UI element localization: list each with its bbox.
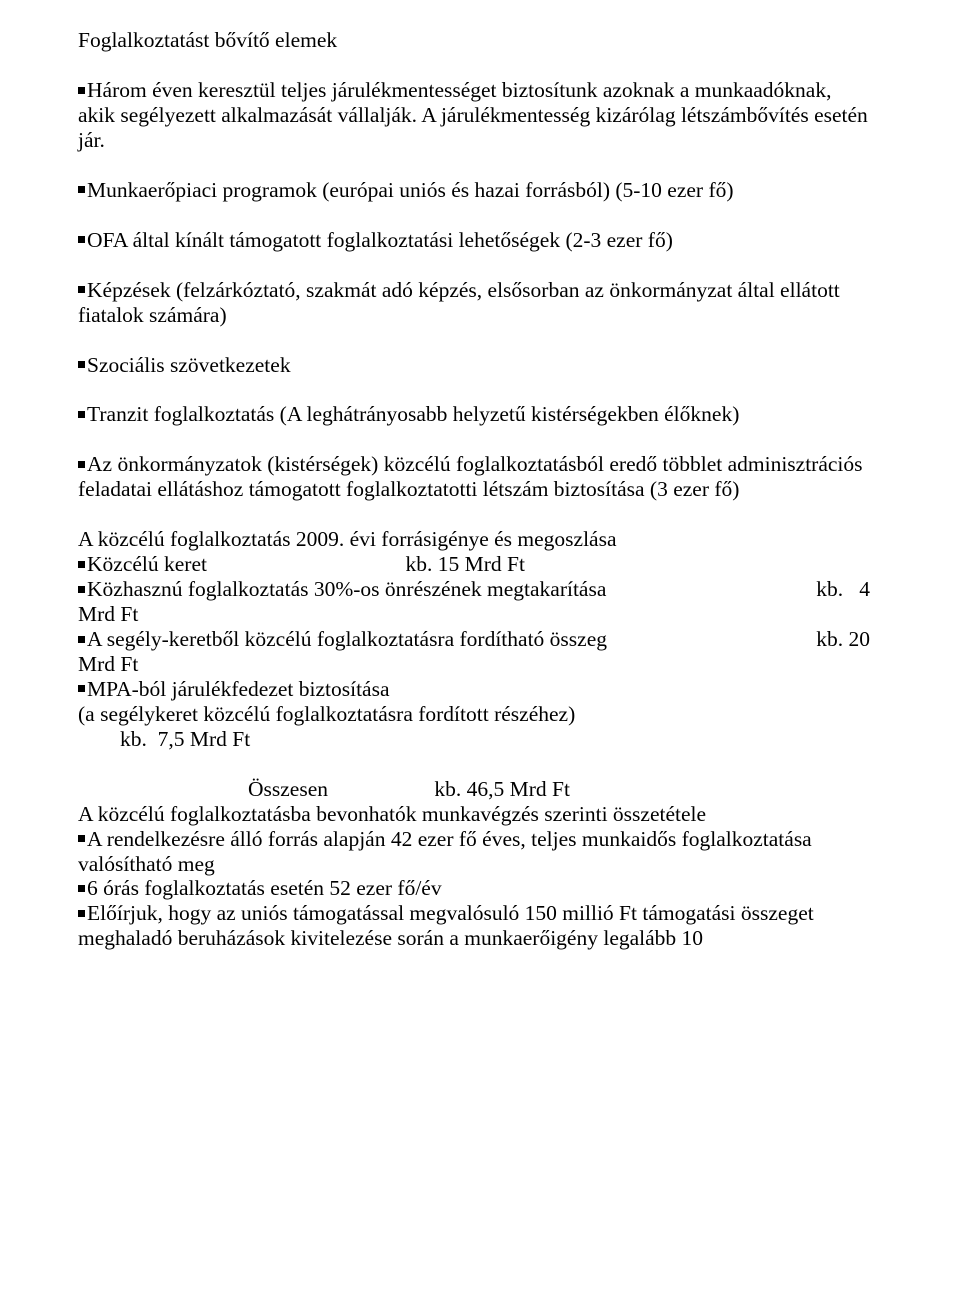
bullet-text: Előírjuk, hogy az uniós támogatással meg…	[78, 901, 814, 950]
bullet-item: Az önkormányzatok (kistérségek) közcélú …	[78, 452, 870, 502]
square-bullet-icon	[78, 586, 85, 593]
budget-line: MPA-ból járulékfedezet biztosítása	[78, 677, 870, 702]
subsection-title: A közcélú foglalkoztatás 2009. évi forrá…	[78, 527, 870, 552]
bullet-text: 6 órás foglalkoztatás esetén 52 ezer fő/…	[87, 876, 442, 900]
bullet-text: Három éven keresztül teljes járulékmente…	[78, 78, 868, 152]
bullet-item: 6 órás foglalkoztatás esetén 52 ezer fő/…	[78, 876, 870, 901]
bullet-item: A rendelkezésre álló forrás alapján 42 e…	[78, 827, 870, 877]
total-value: kb. 46,5 Mrd Ft	[434, 777, 570, 802]
bullet-item: Képzések (felzárkóztató, szakmát adó kép…	[78, 278, 870, 328]
budget-line: Közcélú keret kb. 15 Mrd Ft	[78, 552, 870, 577]
budget-value: kb. 20	[816, 627, 870, 652]
value-text: kb. 7,5 Mrd Ft	[120, 727, 250, 751]
budget-value: kb. 15 Mrd Ft	[406, 552, 525, 577]
budget-wrap-text: Mrd Ft	[78, 602, 138, 626]
bullet-text: Munkaerőpiaci programok (európai uniós é…	[87, 178, 734, 202]
budget-line: A segély-keretből közcélú foglalkoztatás…	[78, 627, 870, 652]
title-text: A közcélú foglalkoztatásba bevonhatók mu…	[78, 802, 706, 826]
square-bullet-icon	[78, 636, 85, 643]
square-bullet-icon	[78, 286, 85, 293]
budget-line-value: kb. 7,5 Mrd Ft	[78, 727, 870, 752]
square-bullet-icon	[78, 561, 85, 568]
budget-label: A segély-keretből közcélú foglalkoztatás…	[87, 627, 607, 651]
square-bullet-icon	[78, 236, 85, 243]
square-bullet-icon	[78, 186, 85, 193]
square-bullet-icon	[78, 835, 85, 842]
bullet-text: Tranzit foglalkoztatás (A leghátrányosab…	[87, 402, 739, 426]
subsection-title: A közcélú foglalkoztatásba bevonhatók mu…	[78, 802, 870, 827]
bullet-text: Képzések (felzárkóztató, szakmát adó kép…	[78, 278, 840, 327]
square-bullet-icon	[78, 411, 85, 418]
heading-text: Foglalkoztatást bővítő elemek	[78, 28, 337, 52]
bullet-item: Három éven keresztül teljes járulékmente…	[78, 78, 870, 153]
bullet-text: A rendelkezésre álló forrás alapján 42 e…	[78, 827, 812, 876]
section-heading: Foglalkoztatást bővítő elemek	[78, 28, 870, 53]
budget-line-note: (a segélykeret közcélú foglalkoztatásra …	[78, 702, 870, 727]
total-label: Összesen	[248, 777, 434, 802]
budget-label: MPA-ból járulékfedezet biztosítása	[87, 677, 390, 701]
bullet-text: OFA által kínált támogatott foglalkoztat…	[87, 228, 673, 252]
budget-total: Összesen kb. 46,5 Mrd Ft	[78, 777, 870, 802]
budget-wrap-text: Mrd Ft	[78, 652, 138, 676]
bullet-text: Szociális szövetkezetek	[87, 353, 291, 377]
budget-label: Közcélú keret	[87, 552, 207, 576]
bullet-item: OFA által kínált támogatott foglalkoztat…	[78, 228, 870, 253]
bullet-item: Tranzit foglalkoztatás (A leghátrányosab…	[78, 402, 870, 427]
note-text: (a segélykeret közcélú foglalkoztatásra …	[78, 702, 575, 726]
budget-line-wrap: Mrd Ft	[78, 602, 870, 627]
square-bullet-icon	[78, 685, 85, 692]
bullet-text: Az önkormányzatok (kistérségek) közcélú …	[78, 452, 863, 501]
bullet-item: Előírjuk, hogy az uniós támogatással meg…	[78, 901, 870, 951]
square-bullet-icon	[78, 461, 85, 468]
square-bullet-icon	[78, 361, 85, 368]
budget-label: Közhasznú foglalkoztatás 30%-os önrészén…	[87, 577, 606, 601]
budget-value: kb. 4	[816, 577, 870, 602]
square-bullet-icon	[78, 87, 85, 94]
bullet-item: Munkaerőpiaci programok (európai uniós é…	[78, 178, 870, 203]
budget-line: Közhasznú foglalkoztatás 30%-os önrészén…	[78, 577, 870, 602]
square-bullet-icon	[78, 910, 85, 917]
square-bullet-icon	[78, 885, 85, 892]
bullet-item: Szociális szövetkezetek	[78, 353, 870, 378]
title-text: A közcélú foglalkoztatás 2009. évi forrá…	[78, 527, 617, 551]
budget-line-wrap: Mrd Ft	[78, 652, 870, 677]
